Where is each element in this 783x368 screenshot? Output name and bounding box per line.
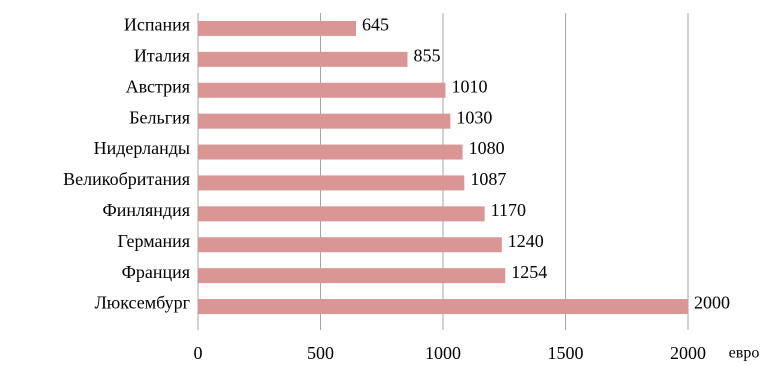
value-label: 855 [413, 45, 440, 65]
bar [198, 299, 688, 315]
x-tick-label: 0 [194, 343, 203, 363]
value-label: 1030 [456, 107, 492, 127]
value-label: 1087 [470, 169, 506, 189]
y-tick-label: Франция [122, 262, 190, 282]
value-label: 1170 [491, 200, 526, 220]
y-tick-label: Финляндия [103, 200, 190, 220]
bar [198, 237, 502, 253]
y-tick-label: Испания [124, 15, 190, 35]
bar [198, 206, 485, 222]
value-label: 1254 [511, 262, 547, 282]
value-label: 2000 [694, 293, 730, 313]
value-label: 645 [362, 15, 389, 35]
y-tick-label: Австрия [126, 76, 190, 96]
x-tick-label: 1000 [425, 343, 461, 363]
bar [198, 113, 451, 129]
y-tick-label: Великобритания [63, 169, 190, 189]
x-tick-label: 1500 [548, 343, 584, 363]
bar [198, 175, 465, 191]
bar [198, 144, 463, 160]
value-label: 1010 [451, 76, 487, 96]
bar [198, 268, 506, 284]
bar [198, 20, 357, 36]
x-axis-label: евро [729, 345, 760, 362]
x-tick-label: 2000 [670, 343, 706, 363]
x-tick-label: 500 [307, 343, 334, 363]
y-tick-label: Бельгия [129, 107, 190, 127]
y-tick-label: Италия [134, 45, 190, 65]
bar [198, 82, 446, 98]
y-tick-label: Нидерланды [94, 138, 190, 158]
y-tick-label: Германия [117, 231, 190, 251]
value-label: 1080 [469, 138, 505, 158]
y-tick-label: Люксембург [95, 293, 190, 313]
bar [198, 51, 408, 67]
value-label: 1240 [508, 231, 544, 251]
